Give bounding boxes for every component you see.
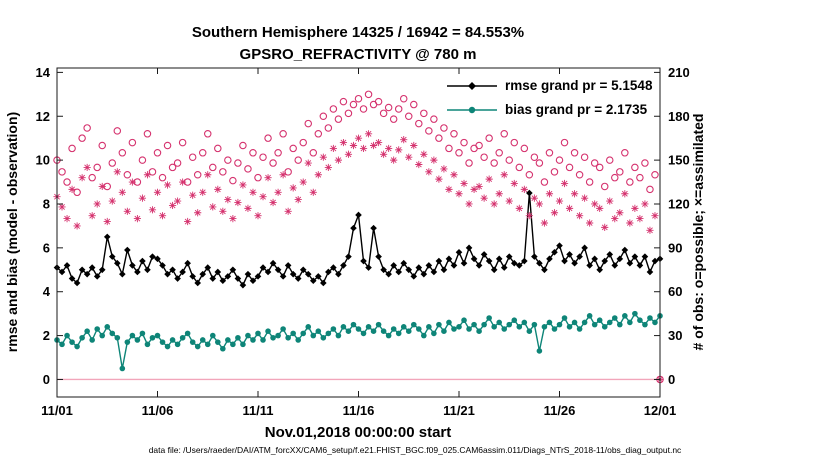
possible-series: [53, 90, 664, 384]
x-tick-label: 11/26: [544, 403, 576, 418]
y-left-tick-label: 2: [43, 328, 50, 343]
x-tick-label: 11/21: [443, 403, 475, 418]
y-right-tick-label: 0: [668, 372, 675, 387]
y-left-tick-label: 8: [43, 196, 50, 211]
rmse-series: [53, 189, 664, 289]
y-left-tick-label: 10: [36, 153, 50, 168]
y-right-tick-label: 150: [668, 153, 690, 168]
x-tick-label: 12/01: [644, 403, 677, 418]
y-axis-label-left: rmse and bias (model - observation): [4, 112, 20, 352]
y-right-tick-label: 60: [668, 284, 682, 299]
legend-entry-bias: bias grand pr = 2.1735: [505, 102, 648, 117]
x-tick-label: 11/16: [343, 403, 375, 418]
x-tick-label: 11/06: [142, 403, 174, 418]
chart-title-line1: Southern Hemisphere 14325 / 16942 = 84.5…: [192, 24, 524, 41]
assimilated-series: [53, 130, 664, 384]
y-left-tick-label: 6: [43, 240, 50, 255]
y-axis-label-right: # of obs: o=possible; ×=assimilated: [690, 114, 706, 351]
x-tick-label: 11/11: [242, 403, 273, 418]
y-right-tick-label: 210: [668, 65, 690, 80]
legend-marks: [447, 82, 497, 114]
bias-series: [54, 310, 663, 372]
y-left-tick-label: 14: [36, 65, 51, 80]
data-file-caption: data file: /Users/raeder/DAI/ATM_forcXX/…: [149, 445, 682, 455]
x-axis-label: Nov.01,2018 00:00:00 start: [265, 424, 452, 441]
y-left-tick-label: 0: [43, 372, 50, 387]
y-right-tick-label: 30: [668, 328, 682, 343]
legend: rmse grand pr = 5.1548 bias grand pr = 2…: [447, 78, 653, 117]
legend-entry-rmse: rmse grand pr = 5.1548: [505, 78, 653, 93]
chart-title-line2: GPSRO_REFRACTIVITY @ 780 m: [240, 46, 477, 63]
axes: 11/01 11/06 11/11 11/16 11/21 11/26 12/01 0 2 4 6 8…: [36, 65, 690, 418]
y-right-tick-label: 90: [668, 240, 682, 255]
plot-area: 11/01 11/06 11/11 11/16 11/21 11/26 12/01 0 2 4 6 8…: [36, 65, 690, 418]
x-tick-label: 11/01: [41, 403, 73, 418]
y-right-tick-label: 120: [668, 196, 690, 211]
y-left-tick-label: 12: [36, 109, 50, 124]
y-left-tick-label: 4: [43, 284, 51, 299]
y-right-tick-label: 180: [668, 109, 690, 124]
